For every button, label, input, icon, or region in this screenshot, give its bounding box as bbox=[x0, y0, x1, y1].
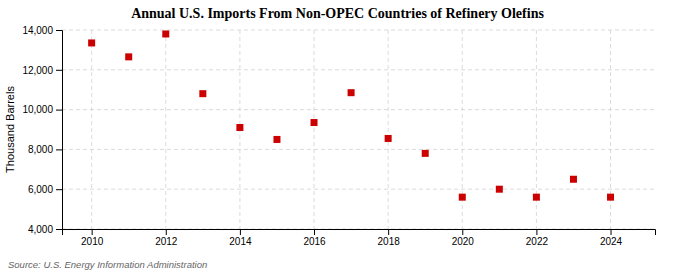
point bbox=[199, 90, 206, 97]
y-tick: 8,000 bbox=[28, 144, 62, 155]
y-tick-mark bbox=[56, 30, 62, 31]
x-tick: 2014 bbox=[229, 229, 252, 247]
point bbox=[162, 30, 169, 37]
x-tick-mark bbox=[462, 229, 463, 235]
y-tick-mark bbox=[56, 110, 62, 111]
x-tick: 2022 bbox=[526, 229, 549, 247]
x-tick-label: 2020 bbox=[452, 236, 475, 247]
grid-line-x bbox=[314, 30, 315, 229]
y-tick-label: 10,000 bbox=[22, 104, 53, 115]
plot-area: 2010 2012 2014 2016 2018 2020 2022 2024 4,000 6,0… bbox=[22, 25, 655, 247]
title: Annual U.S. Imports From Non-OPEC Countr… bbox=[131, 6, 544, 21]
x-axis-line bbox=[63, 230, 656, 236]
point bbox=[459, 194, 466, 201]
x-axis: 2010 2012 2014 2016 2018 2020 2022 2024 bbox=[63, 229, 656, 247]
x-tick: 2010 bbox=[81, 229, 104, 247]
grid-line-y bbox=[62, 109, 655, 110]
point bbox=[311, 119, 318, 126]
x-tick-mark bbox=[314, 229, 315, 235]
x-tick-mark bbox=[536, 229, 537, 235]
x-tick-label: 2024 bbox=[600, 236, 623, 247]
point bbox=[236, 124, 243, 131]
point bbox=[570, 176, 577, 183]
x-tick-label: 2014 bbox=[229, 236, 252, 247]
y-tick: 4,000 bbox=[28, 224, 62, 235]
grid-line-x bbox=[91, 30, 92, 229]
grid-line-y bbox=[62, 189, 655, 190]
y-tick: 10,000 bbox=[22, 104, 62, 115]
y-tick: 12,000 bbox=[22, 65, 62, 76]
y-tick-mark bbox=[56, 229, 62, 230]
point bbox=[607, 194, 614, 201]
y-tick-label: 4,000 bbox=[28, 224, 53, 235]
x-tick-label: 2012 bbox=[155, 236, 178, 247]
y-tick-label: 14,000 bbox=[22, 25, 53, 36]
grid-line-y bbox=[62, 69, 655, 70]
x-tick-mark bbox=[92, 229, 93, 235]
point bbox=[125, 53, 132, 60]
x-tick-mark bbox=[240, 229, 241, 235]
x-tick-label: 2010 bbox=[81, 236, 104, 247]
x-tick: 2016 bbox=[303, 229, 326, 247]
y-tick-label: 12,000 bbox=[22, 65, 53, 76]
points bbox=[88, 30, 614, 200]
x-tick-label: 2016 bbox=[303, 236, 326, 247]
x-tick: 2012 bbox=[155, 229, 178, 247]
x-tick-label: 2018 bbox=[378, 236, 401, 247]
x-tick-label: 2022 bbox=[526, 236, 549, 247]
y-tick-mark bbox=[56, 70, 62, 71]
grid-line-x bbox=[388, 30, 389, 229]
y-axis-title: Thousand Barrels bbox=[4, 86, 16, 173]
x-tick: 2018 bbox=[378, 229, 401, 247]
x-tick: 2020 bbox=[452, 229, 475, 247]
y-tick: 14,000 bbox=[22, 25, 62, 36]
point bbox=[496, 186, 503, 193]
grid-line-y bbox=[62, 149, 655, 150]
y-axis: 4,000 6,000 8,000 10,000 12,000 14,000 bbox=[22, 25, 62, 235]
grid-line-y bbox=[62, 30, 655, 31]
y-tick-mark bbox=[56, 149, 62, 150]
source-note: Source: U.S. Energy Information Administ… bbox=[8, 259, 207, 270]
point bbox=[273, 136, 280, 143]
y-tick-mark bbox=[56, 189, 62, 190]
y-tick-label: 6,000 bbox=[28, 184, 53, 195]
grid-line-x bbox=[165, 30, 166, 229]
x-tick: 2024 bbox=[600, 229, 623, 247]
point bbox=[422, 150, 429, 157]
x-tick-mark bbox=[388, 229, 389, 235]
point bbox=[533, 194, 540, 201]
point bbox=[88, 39, 95, 46]
y-tick-label: 8,000 bbox=[28, 144, 53, 155]
point bbox=[348, 89, 355, 96]
grid bbox=[62, 30, 655, 229]
y-tick: 6,000 bbox=[28, 184, 62, 195]
x-tick-mark bbox=[611, 229, 612, 235]
point bbox=[385, 135, 392, 142]
x-tick-mark bbox=[166, 229, 167, 235]
y-axis-line bbox=[56, 31, 63, 230]
chart-svg: 2010 2012 2014 2016 2018 2020 2022 2024 4,000 6,0… bbox=[0, 0, 675, 275]
